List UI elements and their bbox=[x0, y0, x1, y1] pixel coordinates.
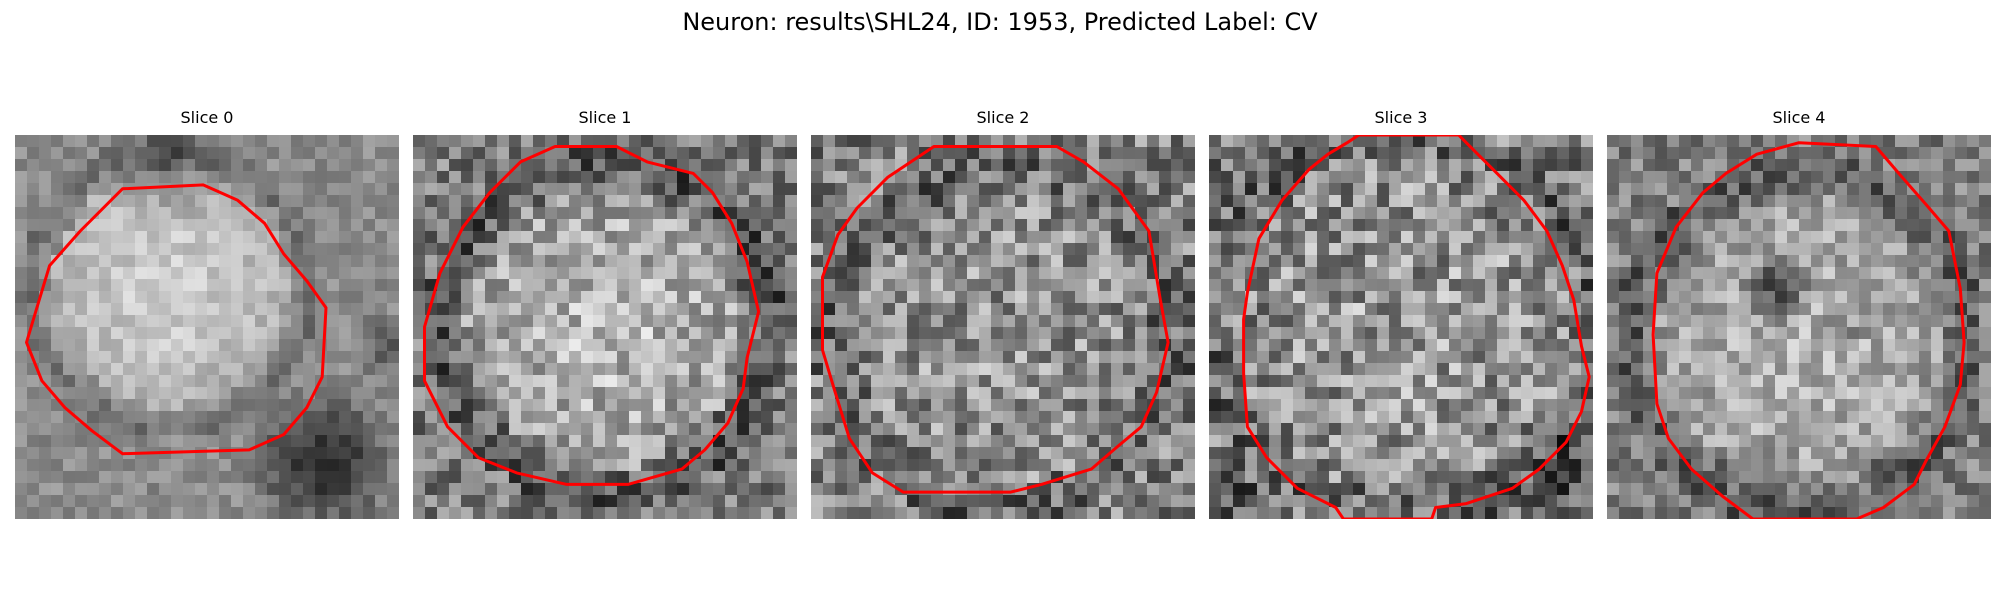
slice-panel-3: Slice 3 bbox=[1209, 107, 1593, 521]
slice-panel-4: Slice 4 bbox=[1607, 107, 1991, 521]
slice-panel-1: Slice 1 bbox=[413, 107, 797, 521]
slice-panel-0: Slice 0 bbox=[15, 107, 399, 521]
cell-contour bbox=[821, 145, 1170, 494]
slice-title: Slice 3 bbox=[1374, 108, 1428, 127]
slice-title: Slice 0 bbox=[180, 108, 234, 127]
slice-image bbox=[1209, 135, 1593, 519]
cell-contour bbox=[423, 145, 761, 486]
pixel-grid bbox=[413, 135, 797, 519]
slice-image bbox=[413, 135, 797, 519]
slice-image bbox=[1607, 135, 1991, 519]
cell-contour bbox=[1242, 135, 1591, 519]
figure-title: Neuron: results\SHL24, ID: 1953, Predict… bbox=[682, 8, 1318, 36]
cell-contour bbox=[1651, 141, 1966, 519]
slice-title: Slice 2 bbox=[976, 108, 1030, 127]
pixel-grid bbox=[15, 135, 399, 519]
cell-contour bbox=[25, 183, 328, 456]
slice-image bbox=[15, 135, 399, 519]
pixel-grid bbox=[811, 135, 1195, 519]
slice-title: Slice 4 bbox=[1772, 108, 1826, 127]
slice-image bbox=[811, 135, 1195, 519]
pixel-grid bbox=[1209, 135, 1593, 519]
pixel-grid bbox=[1607, 135, 1991, 519]
slice-panel-2: Slice 2 bbox=[811, 107, 1195, 521]
slice-title: Slice 1 bbox=[578, 108, 632, 127]
